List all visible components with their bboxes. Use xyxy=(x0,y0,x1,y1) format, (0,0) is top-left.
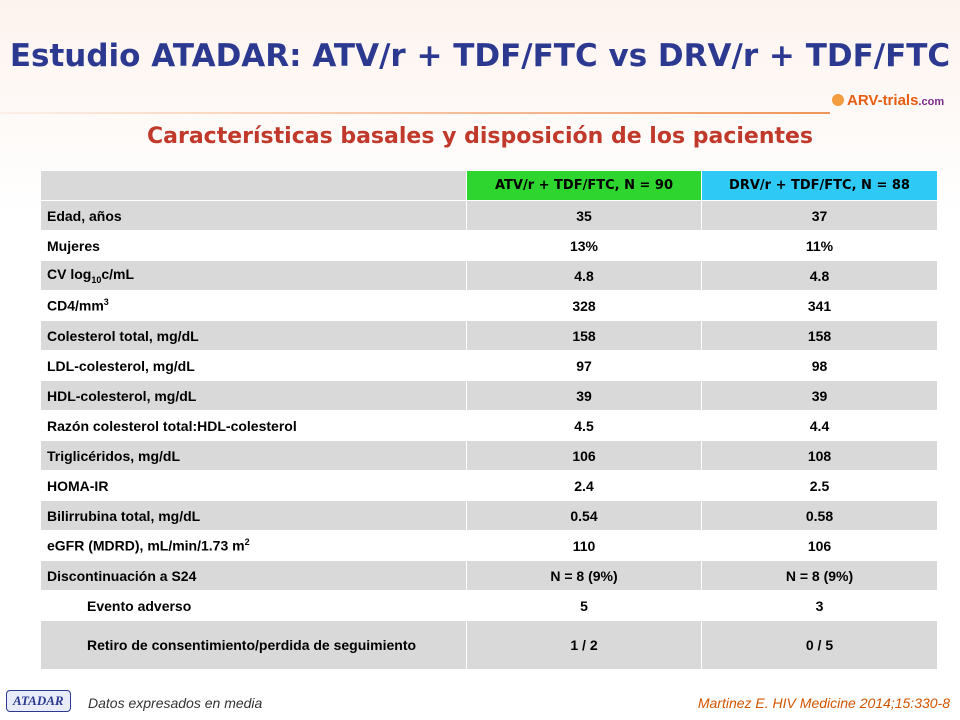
value-cell: 97 xyxy=(466,350,702,381)
value-cell: 1 / 2 xyxy=(466,620,702,670)
row-label: Edad, años xyxy=(40,200,467,231)
column-header: ATV/r + TDF/FTC, N = 90 xyxy=(466,170,702,201)
label-part: Colesterol total, mg/dL xyxy=(47,327,199,344)
row-label: Colesterol total, mg/dL xyxy=(40,320,467,351)
row-label: Mujeres xyxy=(40,230,467,261)
label-part: Razón colesterol total:HDL-colesterol xyxy=(47,417,297,434)
title: Estudio ATADAR: ATV/r + TDF/FTC vs DRV/r… xyxy=(9,38,951,74)
row-label: HDL-colesterol, mg/dL xyxy=(40,380,467,411)
table-row: Edad, años 35 37 xyxy=(40,200,938,231)
value-cell: 106 xyxy=(701,530,938,561)
row-label: eGFR (MDRD), mL/min/1.73 m2 xyxy=(40,530,467,561)
table-row: Colesterol total, mg/dL 158 158 xyxy=(40,320,938,351)
table-row: Discontinuación a S24 N = 8 (9%) N = 8 (9%… xyxy=(40,560,938,591)
value-cell: 0 / 5 xyxy=(701,620,938,670)
value-cell: 4.8 xyxy=(466,260,702,291)
table-row: CD4/mm3 328 341 xyxy=(40,290,938,321)
label-part: 3 xyxy=(103,297,109,308)
value-cell: 37 xyxy=(701,200,938,231)
label-part: c/mL xyxy=(101,266,135,283)
row-label: Razón colesterol total:HDL-colesterol xyxy=(40,410,467,441)
label-part: HOMA-IR xyxy=(47,477,109,494)
logo: ARV-trials.com xyxy=(832,92,944,109)
table-row: Evento adverso 5 3 xyxy=(40,590,938,621)
logo-suffix: .com xyxy=(918,96,945,108)
footnote: Datos expresados en media xyxy=(88,695,263,711)
label-part: HDL-colesterol, mg/dL xyxy=(47,387,197,404)
value-cell: 0.54 xyxy=(466,500,702,531)
table-row: HDL-colesterol, mg/dL 39 39 xyxy=(40,380,938,411)
table-row: HOMA-IR 2.4 2.5 xyxy=(40,470,938,501)
value-cell: 5 xyxy=(466,590,702,621)
value-cell: 4.5 xyxy=(466,410,702,441)
value-cell: 98 xyxy=(701,350,938,381)
title-rule xyxy=(0,112,830,114)
value-cell: 110 xyxy=(466,530,702,561)
value-cell: 158 xyxy=(466,320,702,351)
table-row: LDL-colesterol, mg/dL 97 98 xyxy=(40,350,938,381)
badge: ATADAR xyxy=(6,690,71,712)
label-part: eGFR (MDRD), mL/min/1.73 m xyxy=(47,537,245,554)
label-part: Discontinuación a S24 xyxy=(47,567,197,584)
value-cell: 108 xyxy=(701,440,938,471)
value-cell: 2.4 xyxy=(466,470,702,501)
row-label: Triglicéridos, mg/dL xyxy=(40,440,467,471)
label-part: Triglicéridos, mg/dL xyxy=(47,447,181,464)
value-cell: 106 xyxy=(466,440,702,471)
row-label: Bilirrubina total, mg/dL xyxy=(40,500,467,531)
value-cell: N = 8 (9%) xyxy=(466,560,702,591)
table-row: eGFR (MDRD), mL/min/1.73 m2 110 106 xyxy=(40,530,938,561)
row-label: Retiro de consentimiento/perdida de segu… xyxy=(40,620,467,670)
label-part: CD4/mm xyxy=(47,297,104,314)
label-part: Evento adverso xyxy=(87,597,192,614)
value-cell: 11% xyxy=(701,230,938,261)
row-label: Discontinuación a S24 xyxy=(40,560,467,591)
value-cell: 39 xyxy=(701,380,938,411)
citation: Martinez E. HIV Medicine 2014;15:330-8 xyxy=(697,695,950,711)
value-cell: 2.5 xyxy=(701,470,938,501)
data-table: ATV/r + TDF/FTC, N = 90 DRV/r + TDF/FTC, … xyxy=(40,170,938,670)
label-part: CV log xyxy=(47,266,92,283)
row-label: CD4/mm3 xyxy=(40,290,467,321)
label-part: LDL-colesterol, mg/dL xyxy=(47,357,195,374)
label-part: 2 xyxy=(244,537,250,548)
value-cell: 3 xyxy=(701,590,938,621)
logo-icon xyxy=(832,94,844,106)
table-body: Edad, años 35 37 Mujeres 13% 11% CV log10c/mL 4… xyxy=(40,200,938,670)
subtitle: Características basales y disposición de… xyxy=(146,124,814,149)
table-row: Triglicéridos, mg/dL 106 108 xyxy=(40,440,938,471)
value-cell: 35 xyxy=(466,200,702,231)
row-label: Evento adverso xyxy=(40,590,467,621)
header-cell xyxy=(40,170,467,201)
column-header: DRV/r + TDF/FTC, N = 88 xyxy=(701,170,938,201)
value-cell: N = 8 (9%) xyxy=(701,560,938,591)
logo-name: ARV-trials xyxy=(847,92,919,109)
label-part: Bilirrubina total, mg/dL xyxy=(47,507,201,524)
header-row: ATV/r + TDF/FTC, N = 90 DRV/r + TDF/FTC, … xyxy=(40,170,938,201)
value-cell: 4.8 xyxy=(701,260,938,291)
table-row: Mujeres 13% 11% xyxy=(40,230,938,261)
label-part: Mujeres xyxy=(47,237,100,254)
value-cell: 328 xyxy=(466,290,702,321)
value-cell: 39 xyxy=(466,380,702,411)
row-label: HOMA-IR xyxy=(40,470,467,501)
row-label: CV log10c/mL xyxy=(40,260,467,291)
label-part: Retiro de consentimiento/perdida de segu… xyxy=(87,637,417,653)
value-cell: 341 xyxy=(701,290,938,321)
label-part: 10 xyxy=(91,274,102,285)
row-label: LDL-colesterol, mg/dL xyxy=(40,350,467,381)
value-cell: 0.58 xyxy=(701,500,938,531)
table-row: Bilirrubina total, mg/dL 0.54 0.58 xyxy=(40,500,938,531)
value-cell: 4.4 xyxy=(701,410,938,441)
label-part: Edad, años xyxy=(47,207,122,224)
value-cell: 13% xyxy=(466,230,702,261)
table-row: Razón colesterol total:HDL-colesterol 4.5… xyxy=(40,410,938,441)
table-row: CV log10c/mL 4.8 4.8 xyxy=(40,260,938,291)
value-cell: 158 xyxy=(701,320,938,351)
table-row: Retiro de consentimiento/perdida de segu… xyxy=(40,620,938,670)
